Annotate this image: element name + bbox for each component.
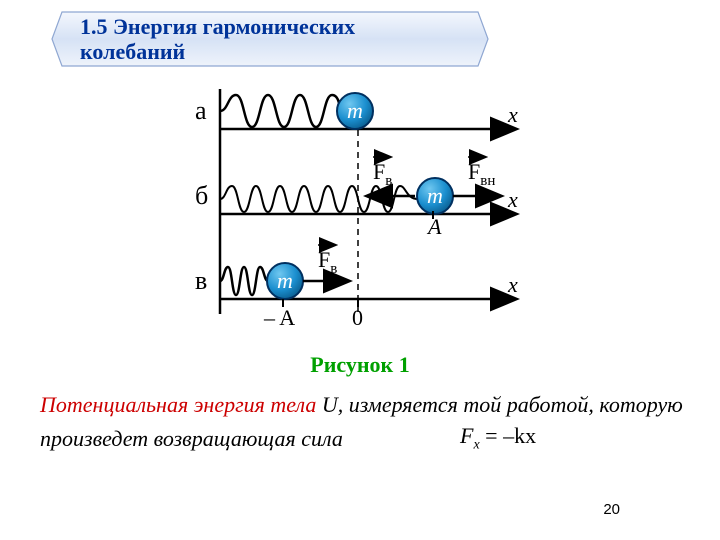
force-formula: Fx = –kx (460, 423, 536, 453)
tick-negA: – A (263, 305, 295, 330)
para-red: Потенциальная энергия тела (40, 392, 322, 417)
axis-label-a: x (507, 102, 518, 127)
figure-caption: Рисунок 1 (0, 352, 720, 378)
figure-diagram: а б в m x m x Fв Fвн A m (190, 84, 530, 344)
axis-label-b: x (507, 187, 518, 212)
body-paragraph: Потенциальная энергия тела U, измеряется… (40, 388, 700, 456)
row-c: m Fв x – A 0 (220, 211, 518, 330)
section-title-text: 1.5 Энергия гармонических колебаний (80, 14, 460, 65)
row-label-b: б (195, 181, 208, 210)
para-U: U (322, 392, 338, 417)
mass-label-a: m (347, 98, 363, 123)
row-b: m x Fв Fвн A (220, 157, 518, 239)
force-Fv-label-c: Fв (318, 247, 337, 277)
row-label-c: в (195, 266, 207, 295)
section-title-banner: 1.5 Энергия гармонических колебаний (50, 10, 490, 68)
force-Fv-label: Fв (373, 159, 392, 189)
row-label-a: а (195, 96, 207, 125)
force-Fvn-label: Fвн (468, 159, 495, 189)
tick-zero: 0 (352, 305, 363, 330)
mass-label-c: m (277, 268, 293, 293)
row-a: m x (220, 93, 518, 129)
axis-label-c: x (507, 272, 518, 297)
mass-label-b: m (427, 183, 443, 208)
page-number: 20 (603, 501, 620, 518)
